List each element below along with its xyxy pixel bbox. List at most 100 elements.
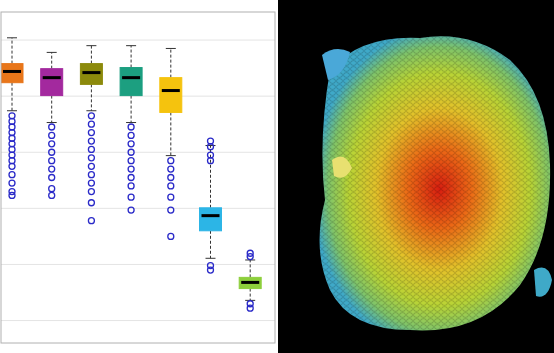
outlier [128,141,134,147]
median [241,281,259,284]
outlier [49,186,55,192]
upper-cap [7,37,17,38]
grid-line [1,152,275,153]
figure [0,0,554,353]
image-background [278,0,554,353]
outlier [88,146,94,152]
median [82,71,100,74]
outlier [9,192,15,198]
upper-cap [86,45,96,46]
upper-whisker [12,38,13,64]
box [200,208,222,231]
outlier [49,192,55,198]
lower-whisker [51,96,52,123]
lower-cap [7,110,17,111]
lower-cap [166,155,176,156]
outlier [49,175,55,181]
outlier [88,130,94,136]
lower-whisker [170,112,171,155]
grid-line [1,40,275,41]
outlier [128,194,134,200]
outlier [9,180,15,186]
upper-whisker [131,46,132,68]
lower-whisker [131,96,132,123]
outlier [88,189,94,195]
lower-whisker [250,289,251,301]
cell-colony [320,36,551,330]
plot-frame [1,12,275,343]
median [162,89,180,92]
outlier [128,149,134,155]
outlier [9,163,15,169]
outlier [168,233,174,239]
upper-whisker [170,48,171,77]
outlier [49,149,55,155]
grid-line [1,208,275,209]
outlier [49,166,55,172]
lower-cap [206,258,216,259]
lower-whisker [210,231,211,258]
outlier [49,132,55,138]
outlier [208,144,214,150]
outlier [49,124,55,130]
outlier [208,267,214,273]
lower-whisker [91,84,92,110]
cell-fragment [534,268,552,297]
cell-texture [320,36,551,330]
outlier [168,158,174,164]
box [239,277,261,288]
outlier [128,166,134,172]
outlier [168,166,174,172]
grid-line [1,264,275,265]
median [3,70,21,73]
upper-whisker [91,46,92,64]
upper-whisker [51,52,52,68]
box [41,69,63,96]
outlier [247,254,253,260]
outlier [88,218,94,224]
cell-fragment [332,156,352,177]
outlier [88,172,94,178]
outlier [168,183,174,189]
outlier [168,175,174,181]
outlier [88,155,94,161]
lower-cap [86,110,96,111]
upper-cap [126,45,136,46]
outlier [168,194,174,200]
outlier [88,113,94,119]
plot-marks [1,38,261,311]
outlier [128,158,134,164]
outlier [88,138,94,144]
box [1,64,23,83]
box [80,64,102,85]
outlier [88,180,94,186]
outlier [247,305,253,311]
outlier [128,207,134,213]
outlier [49,141,55,147]
outlier [49,158,55,164]
outlier [128,183,134,189]
outlier [168,207,174,213]
box [160,78,182,113]
outlier [128,175,134,181]
cell-fragment [322,49,350,80]
median [43,76,61,79]
outlier [88,200,94,206]
lower-cap [47,122,57,123]
lower-cap [126,122,136,123]
upper-cap [166,48,176,49]
upper-cap [47,52,57,53]
median [122,76,140,79]
outlier [9,172,15,178]
upper-whisker [210,146,211,208]
outlier [88,121,94,127]
lower-whisker [12,83,13,111]
box [120,68,142,96]
outlier [208,158,214,164]
outlier [128,132,134,138]
panel-background [0,0,277,353]
median [202,214,220,217]
grid-line [1,320,275,321]
upper-whisker [250,260,251,277]
outlier [88,163,94,169]
